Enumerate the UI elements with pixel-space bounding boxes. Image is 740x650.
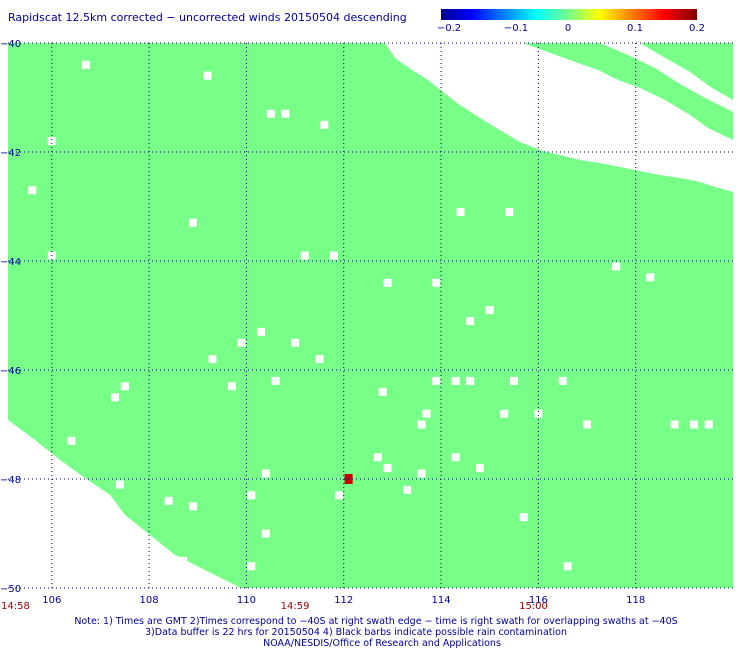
time-label-1: 14:59 [281, 601, 310, 612]
footnote-line-3: NOAA/NESDIS/Office of Research and Appli… [263, 638, 501, 649]
missing-cell-16 [432, 278, 441, 287]
missing-cell-34 [422, 409, 431, 418]
missing-cell-27 [510, 376, 518, 385]
missing-cell-21 [291, 338, 300, 347]
missing-cell-52 [164, 496, 173, 505]
colorbar-tick-3: 0.1 [627, 23, 643, 34]
grid-lines [8, 42, 733, 589]
missing-cell-31 [111, 393, 119, 402]
missing-cell-13 [612, 262, 621, 271]
missing-cell-35 [534, 409, 543, 418]
missing-cell-15 [383, 278, 392, 287]
y-tick-label--46: −46 [0, 366, 21, 377]
colorbar [441, 9, 697, 20]
missing-cell-40 [690, 420, 699, 429]
y-tick-label--42: −42 [0, 148, 21, 159]
swath-gap-lower [640, 150, 733, 192]
y-tick-label--48: −48 [0, 475, 21, 486]
missing-cell-47 [383, 464, 392, 473]
missing-cell-42 [67, 436, 76, 445]
missing-cell-55 [519, 513, 528, 522]
y-tick-label--44: −44 [0, 257, 21, 268]
missing-cell-14 [646, 273, 655, 282]
missing-cells [28, 60, 713, 571]
missing-cell-32 [227, 382, 236, 391]
footnote-line-1: Note: 1) Times are GMT 2)Times correspon… [74, 616, 678, 627]
missing-cell-44 [451, 453, 460, 462]
missing-cell-48 [417, 469, 426, 478]
missing-cell-45 [115, 480, 124, 489]
x-axis-ticks: 106 108 110 112 114 116 118 [42, 595, 645, 606]
missing-cell-49 [476, 464, 484, 473]
footnote-line-2: 3)Data buffer is 22 hrs for 20150504 4) … [145, 627, 567, 638]
missing-cell-4 [320, 120, 329, 129]
missing-cell-28 [558, 376, 567, 385]
missing-cell-23 [208, 355, 217, 364]
colorbar-tick-4: 0.2 [689, 23, 705, 34]
missing-cell-29 [271, 376, 280, 385]
time-label-0: 14:58 [1, 601, 30, 612]
missing-cell-8 [456, 208, 465, 216]
missing-cell-3 [281, 109, 290, 118]
missing-cell-56 [261, 529, 270, 538]
main-swath [8, 43, 733, 588]
missing-cell-50 [403, 485, 411, 494]
colorbar-tick-2: 0 [565, 23, 571, 34]
missing-cell-58 [563, 562, 572, 571]
missing-cell-2 [266, 109, 275, 118]
missing-cell-9 [505, 208, 514, 216]
missing-cell-51 [334, 491, 343, 500]
colorbar-tick-0: −0.2 [437, 23, 461, 34]
missing-cell-57 [247, 562, 256, 571]
x-tick-label-112: 112 [334, 595, 353, 606]
missing-cell-0 [203, 71, 212, 80]
missing-cell-19 [257, 327, 265, 336]
y-tick-label--40: −40 [0, 39, 21, 50]
time-labels: 14:58 14:59 15:00 [1, 601, 548, 612]
missing-cell-36 [500, 409, 509, 418]
missing-cell-11 [330, 251, 338, 260]
y-axis-ticks: −40 −42 −44 −46 −48 −50 [0, 39, 21, 595]
missing-cell-24 [432, 376, 441, 385]
missing-cell-22 [315, 355, 324, 364]
missing-cell-53 [188, 502, 197, 511]
missing-cell-59 [179, 556, 188, 565]
missing-cell-25 [451, 376, 460, 385]
colorbar-tick-1: −0.1 [504, 23, 528, 34]
swath-layer [8, 43, 733, 588]
missing-cell-18 [466, 317, 475, 325]
missing-cell-1 [81, 60, 90, 69]
x-tick-label-108: 108 [140, 595, 159, 606]
x-tick-label-114: 114 [432, 595, 451, 606]
missing-cell-17 [485, 306, 494, 314]
x-tick-label-110: 110 [237, 595, 256, 606]
missing-cell-10 [300, 251, 309, 260]
y-tick-label--50: −50 [0, 584, 21, 595]
missing-cell-46 [261, 469, 270, 478]
missing-cell-54 [247, 491, 256, 500]
missing-cell-5 [47, 137, 56, 146]
swath-gap [600, 43, 733, 112]
missing-cell-7 [188, 218, 197, 227]
missing-cell-20 [237, 338, 246, 347]
missing-cell-26 [466, 376, 475, 385]
missing-cell-33 [378, 387, 387, 396]
missing-cell-30 [120, 382, 129, 391]
x-tick-label-116: 116 [529, 595, 548, 606]
missing-cell-41 [704, 420, 713, 429]
missing-cell-37 [417, 420, 426, 429]
x-tick-label-106: 106 [42, 595, 61, 606]
missing-cell-39 [670, 420, 679, 429]
chart-title: Rapidscat 12.5km corrected − uncorrected… [8, 11, 407, 24]
missing-cell-38 [583, 420, 591, 429]
missing-cell-43 [373, 453, 382, 462]
x-tick-label-118: 118 [626, 595, 645, 606]
missing-cell-6 [28, 186, 37, 195]
colorbar-ticks: −0.2 −0.1 0 0.1 0.2 [437, 23, 705, 34]
time-label-2: 15:00 [519, 601, 548, 612]
